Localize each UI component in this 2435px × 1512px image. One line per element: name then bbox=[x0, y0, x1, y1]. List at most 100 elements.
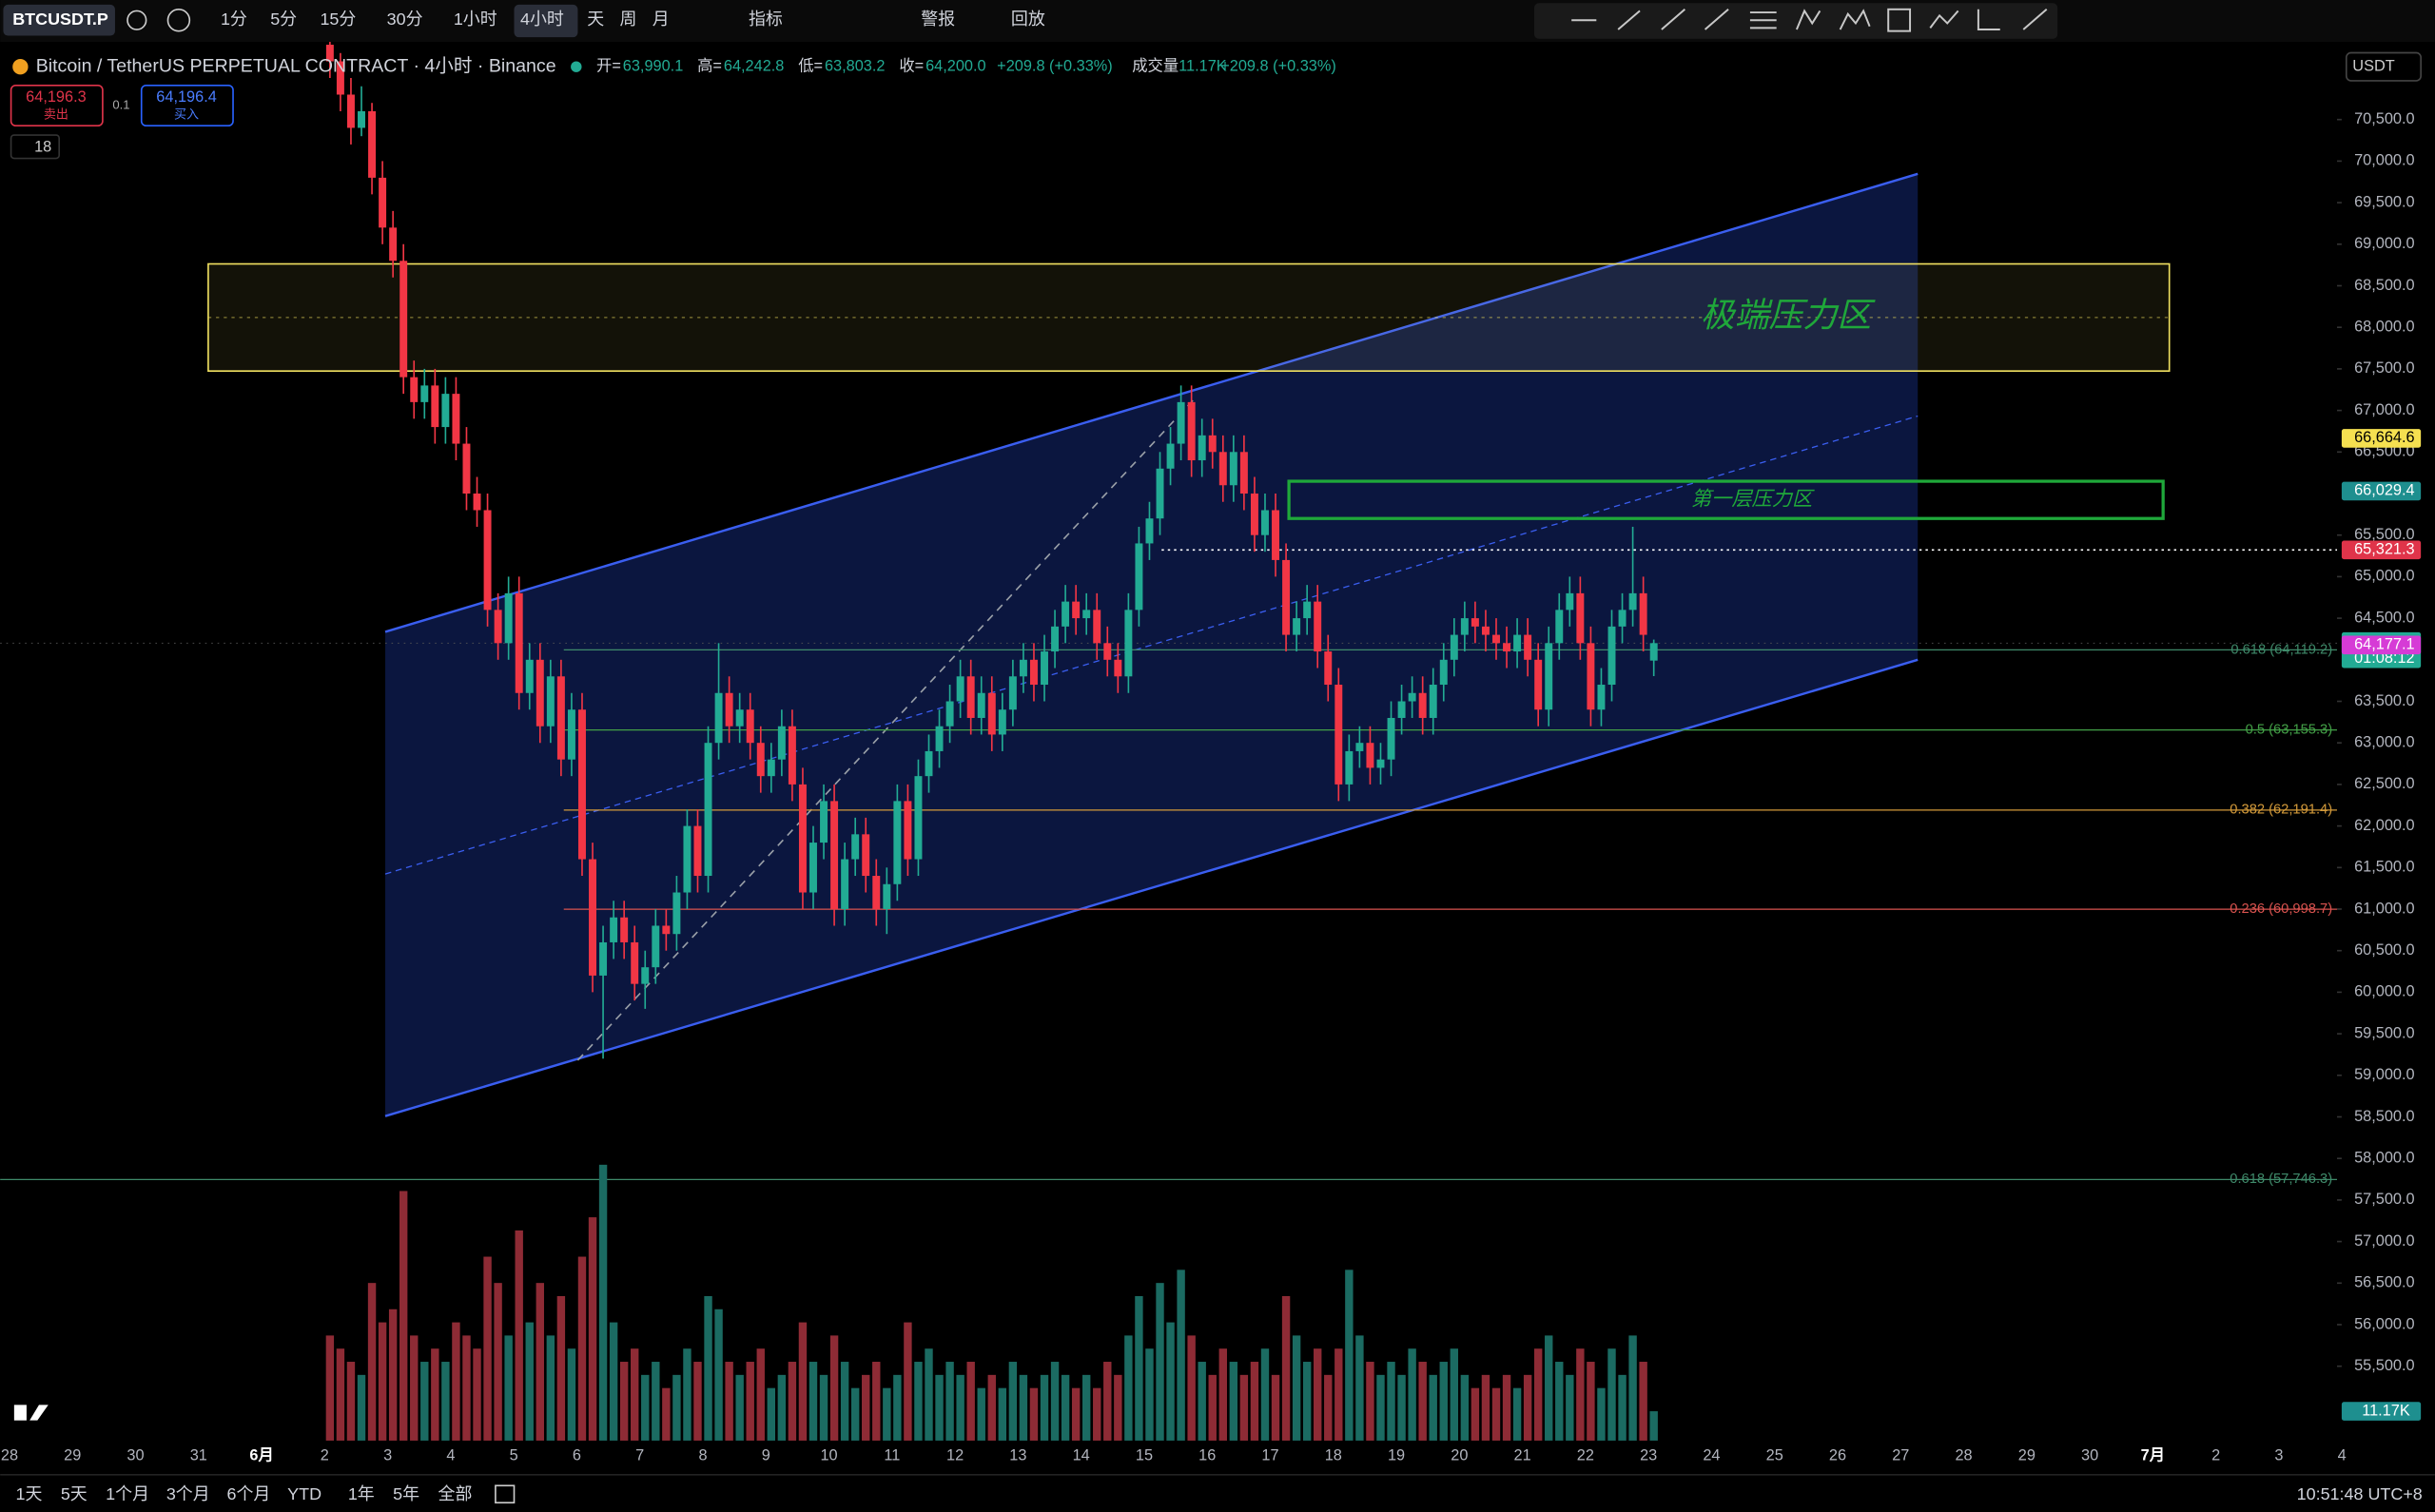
tool[interactable] bbox=[1839, 9, 1871, 30]
candle-body bbox=[672, 892, 681, 935]
candle-body bbox=[914, 776, 923, 860]
candle-body bbox=[1029, 659, 1038, 686]
icon[interactable] bbox=[127, 10, 147, 30]
volume-bar bbox=[546, 1335, 555, 1441]
interval[interactable]: 周 bbox=[620, 10, 637, 29]
candle-body bbox=[1166, 443, 1175, 469]
tool[interactable] bbox=[1617, 10, 1641, 30]
tool[interactable] bbox=[1661, 9, 1686, 30]
volume-bar bbox=[410, 1335, 419, 1441]
interval[interactable]: 月 bbox=[653, 10, 670, 29]
add-symbol[interactable] bbox=[166, 8, 191, 32]
tool[interactable] bbox=[1704, 9, 1729, 30]
range-button[interactable]: 1天 bbox=[15, 1484, 42, 1503]
change: +209.8 (+0.33%) bbox=[997, 58, 1113, 75]
interval[interactable]: 天 bbox=[587, 10, 604, 29]
interval[interactable]: 1小时 bbox=[454, 10, 497, 29]
candle-body bbox=[704, 743, 712, 877]
candle-body bbox=[1639, 592, 1647, 635]
y-tick-label: 58,500.0 bbox=[2354, 1108, 2415, 1125]
candle-body bbox=[1597, 685, 1606, 710]
volume-label: 成交量 bbox=[1132, 58, 1179, 75]
candle-body bbox=[358, 110, 365, 128]
candle-body bbox=[620, 917, 629, 942]
volume-bar bbox=[536, 1283, 544, 1441]
volume-bar bbox=[1523, 1374, 1532, 1441]
currency-select[interactable] bbox=[2345, 51, 2422, 82]
volume-bar bbox=[704, 1295, 712, 1441]
candle-body bbox=[746, 709, 754, 744]
candle-body bbox=[956, 676, 964, 702]
clock: 10:51:48 UTC+8 bbox=[2297, 1484, 2423, 1503]
x-tick-label: 4 bbox=[2338, 1447, 2347, 1464]
tool[interactable] bbox=[1977, 9, 2000, 30]
volume-bar bbox=[325, 1335, 335, 1441]
candle-body bbox=[1019, 659, 1027, 677]
candle-body bbox=[567, 709, 575, 760]
candle-body bbox=[1555, 610, 1564, 644]
interval[interactable]: 15分 bbox=[320, 10, 356, 29]
y-tick-label: 61,000.0 bbox=[2354, 900, 2415, 917]
buy-price: 64,196.4 bbox=[156, 88, 217, 106]
candle-body bbox=[399, 261, 408, 378]
range-button[interactable]: 5年 bbox=[393, 1484, 419, 1503]
replay[interactable]: 回放 bbox=[1011, 10, 1045, 29]
range-picker[interactable] bbox=[495, 1484, 516, 1504]
indicators[interactable]: 指标 bbox=[749, 10, 783, 29]
tool[interactable] bbox=[1887, 8, 1912, 32]
range-button[interactable]: 3个月 bbox=[166, 1484, 210, 1503]
range-button[interactable]: 1年 bbox=[348, 1484, 375, 1503]
tool[interactable] bbox=[2022, 9, 2048, 30]
fib-label: 0.5 (63,155.3) bbox=[2246, 722, 2332, 737]
x-tick-label: 4 bbox=[446, 1447, 455, 1464]
volume-bar bbox=[1355, 1335, 1364, 1441]
range-button[interactable]: YTD bbox=[287, 1484, 321, 1503]
volume-bar bbox=[399, 1191, 408, 1441]
range-button[interactable]: 1个月 bbox=[106, 1484, 149, 1503]
volume-bar bbox=[756, 1348, 765, 1441]
active-interval-bg bbox=[514, 4, 578, 38]
x-tick-label: 26 bbox=[1829, 1447, 1846, 1464]
volume-bar bbox=[1429, 1374, 1437, 1441]
y-tick-label: 69,500.0 bbox=[2354, 193, 2415, 210]
volume-bar bbox=[1607, 1348, 1616, 1441]
volume-bar bbox=[1587, 1362, 1595, 1441]
buy-label: 买入 bbox=[174, 107, 199, 121]
volume-bar bbox=[1071, 1387, 1081, 1441]
x-tick-label: 12 bbox=[946, 1447, 964, 1464]
range-button[interactable]: 全部 bbox=[438, 1484, 473, 1503]
candle-body bbox=[631, 941, 639, 984]
buy-button[interactable] bbox=[140, 84, 234, 127]
sell-button[interactable] bbox=[10, 84, 104, 127]
volume-bar bbox=[336, 1348, 345, 1441]
x-tick-label: 31 bbox=[190, 1447, 207, 1464]
x-tick-label: 15 bbox=[1136, 1447, 1153, 1464]
candle-body bbox=[883, 883, 891, 909]
indicator-toggle[interactable] bbox=[10, 134, 61, 160]
y-tick-label: 57,000.0 bbox=[2354, 1232, 2415, 1250]
range-button[interactable]: 6个月 bbox=[227, 1484, 271, 1503]
x-tick-label: 10 bbox=[820, 1447, 837, 1464]
y-tick-label: 67,000.0 bbox=[2354, 401, 2415, 418]
candle-body bbox=[1450, 634, 1458, 660]
interval[interactable]: 1分 bbox=[221, 10, 247, 29]
volume-bar bbox=[1218, 1348, 1227, 1441]
range-button[interactable]: 5天 bbox=[61, 1484, 88, 1503]
alerts[interactable]: 警报 bbox=[921, 10, 955, 29]
x-tick-label: 19 bbox=[1388, 1447, 1405, 1464]
candle-body bbox=[945, 701, 954, 727]
interval[interactable]: 4小时 bbox=[520, 10, 564, 29]
volume-bar bbox=[1387, 1362, 1395, 1441]
x-tick-label: 25 bbox=[1766, 1447, 1783, 1464]
interval[interactable]: 30分 bbox=[387, 10, 423, 29]
volume-bar bbox=[1649, 1411, 1658, 1441]
candle-body bbox=[1314, 601, 1322, 652]
tool[interactable] bbox=[1795, 9, 1821, 30]
symbol-button[interactable] bbox=[3, 4, 115, 36]
interval[interactable]: 5分 bbox=[270, 10, 297, 29]
volume-bar bbox=[767, 1387, 776, 1441]
candle-body bbox=[977, 692, 985, 718]
tool[interactable] bbox=[1929, 10, 1959, 29]
x-tick-label: 5 bbox=[510, 1447, 518, 1464]
y-tick-label: 62,500.0 bbox=[2354, 775, 2415, 792]
